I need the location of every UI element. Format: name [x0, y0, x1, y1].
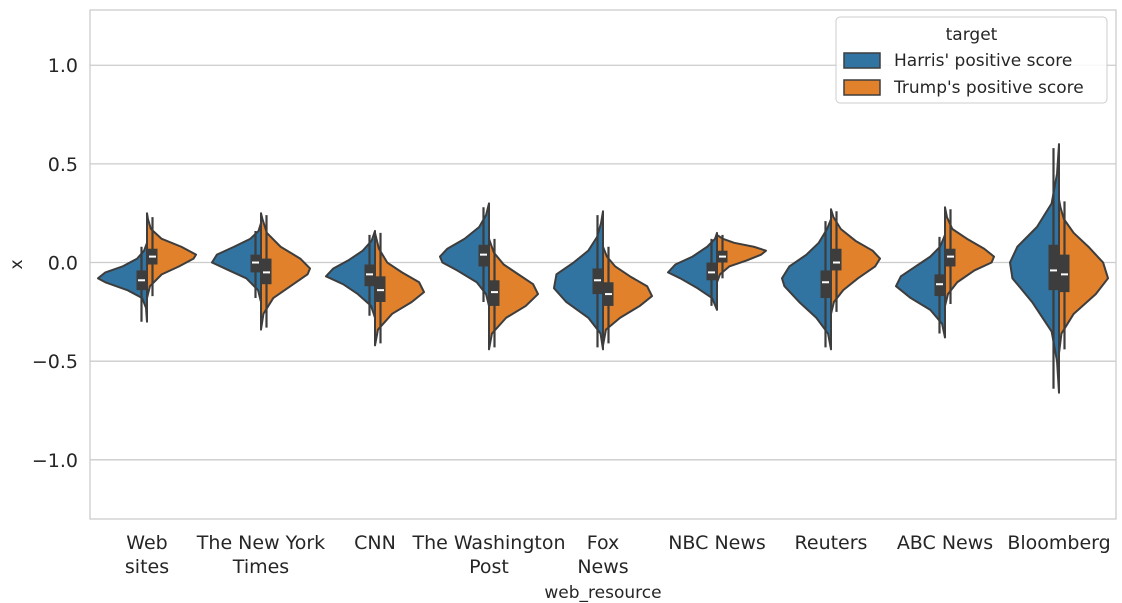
violin-1-4 [602, 245, 654, 347]
x-tick-label: NBC News [668, 532, 766, 554]
violin-1-0 [146, 212, 198, 300]
violin-1-2 [374, 231, 426, 347]
legend: target Harris' positive score Trump's po… [835, 16, 1108, 104]
violin-1-6 [830, 208, 882, 315]
y-tick-label: −0.5 [32, 351, 78, 373]
violin-0-0 [96, 241, 148, 323]
violin-0-4 [552, 210, 604, 351]
violin-0-6 [780, 218, 832, 351]
y-tick-label: 0.0 [48, 253, 78, 275]
x-tick-label: Bloomberg [1007, 532, 1110, 554]
x-tick-label: Reuters [795, 532, 868, 554]
violin-0-7 [894, 233, 946, 339]
violin-0-2 [324, 229, 376, 319]
y-tick-label: −1.0 [32, 450, 78, 472]
violin-1-5 [716, 233, 768, 284]
x-tick-label: sites [125, 556, 169, 578]
iqr-box-0-8 [1048, 244, 1059, 291]
violins [96, 143, 1110, 394]
iqr-box-1-6 [831, 248, 842, 271]
legend-label-harris: Harris' positive score [894, 51, 1072, 71]
violin-0-5 [666, 231, 718, 311]
legend-swatch-trump [843, 79, 881, 96]
y-tick-label: 0.5 [48, 154, 78, 176]
legend-title: target [946, 25, 998, 45]
violin-1-8 [1058, 198, 1110, 355]
legend-swatch-harris [843, 52, 881, 69]
violin-1-7 [944, 206, 996, 307]
violin-0-1 [210, 222, 262, 303]
legend-box [835, 16, 1108, 104]
x-tick-label: Web [126, 532, 167, 554]
x-tick-label: The New York [196, 532, 325, 554]
x-tick-label: Times [232, 556, 289, 578]
y-tick-label: 1.0 [48, 55, 78, 77]
x-tick-label: ABC News [897, 532, 993, 554]
legend-label-trump: Trump's positive score [893, 78, 1084, 98]
x-tick-label: Fox [587, 532, 620, 554]
iqr-box-0-6 [820, 270, 831, 299]
x-tick-label: News [577, 556, 628, 578]
y-tick-labels: 1.0 0.5 0.0 −0.5 −1.0 [32, 55, 78, 472]
y-axis-label: x [7, 259, 27, 269]
violin-0-3 [438, 202, 490, 307]
violin-1-1 [260, 212, 312, 331]
x-tick-label: Post [469, 556, 509, 578]
violin-1-3 [488, 237, 540, 351]
x-tick-label: The Washington [411, 532, 565, 554]
plot-frame [89, 9, 1117, 520]
x-tick-label: CNN [354, 532, 396, 554]
x-axis-label: web_resource [544, 583, 661, 603]
